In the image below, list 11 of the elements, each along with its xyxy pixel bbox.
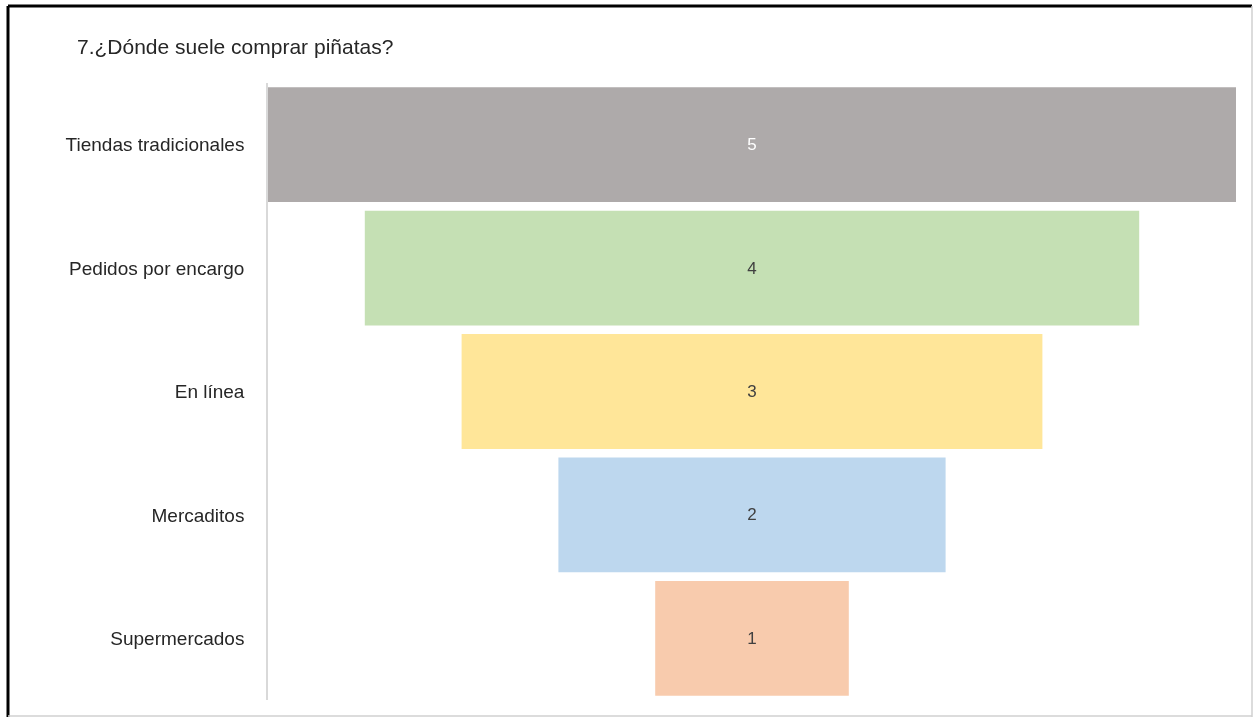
data-label: 1 [747, 628, 757, 648]
text: 7.¿Dónde suele comprar piñatas? [77, 35, 394, 59]
category-label: Tiendas tradicionales [65, 134, 245, 156]
category-label: Pedidos por encargo [69, 257, 245, 279]
data-label: 5 [747, 135, 757, 155]
category-label: Supermercados [110, 627, 245, 649]
data-label: 2 [747, 505, 757, 525]
data-label: 3 [747, 382, 757, 401]
category-label: En línea [174, 381, 245, 403]
category-label: Mercaditos [151, 504, 245, 526]
data-label: 4 [747, 258, 757, 278]
